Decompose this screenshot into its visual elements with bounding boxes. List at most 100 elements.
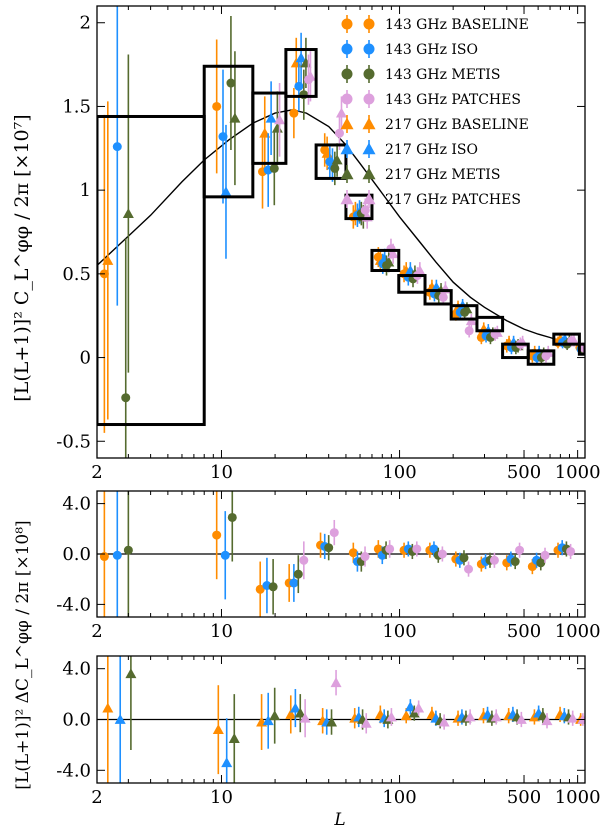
- data-point: [363, 43, 375, 55]
- data-point: [122, 208, 134, 218]
- legend-label: 217 GHz BASELINE: [385, 117, 529, 133]
- data-point: [340, 142, 354, 155]
- x-tick-label: 500: [507, 621, 541, 642]
- data-point: [221, 757, 233, 768]
- plot-frame: [96, 5, 586, 459]
- data-point: [226, 78, 236, 88]
- data-point: [461, 303, 473, 314]
- bandpower-box: [251, 91, 288, 165]
- data-point: [540, 550, 550, 560]
- data-point: [114, 714, 126, 724]
- y-tick-label: 4.0: [62, 659, 91, 680]
- data-point: [285, 708, 297, 719]
- data-point: [274, 114, 286, 125]
- y-tick-label: 0: [80, 348, 91, 369]
- data-point: [212, 101, 222, 111]
- data-point: [334, 128, 344, 138]
- legend-entry: 143 GHz ISO: [341, 40, 478, 58]
- data-point: [268, 582, 278, 592]
- legend-entry: 143 GHz BASELINE: [341, 15, 529, 33]
- bandpower-box: [475, 315, 505, 333]
- data-point: [383, 256, 395, 267]
- bandpower-box: [577, 342, 585, 356]
- data-point: [330, 677, 342, 688]
- data-point: [438, 292, 448, 302]
- y-axis-label-spectrum: [L(L+1)]² C_L^φφ / 2π [×10⁷]: [11, 114, 33, 401]
- data-point: [228, 733, 240, 743]
- data-point: [212, 724, 224, 735]
- legend-label: 217 GHz METIS: [385, 167, 500, 183]
- x-tick-label: 1000: [555, 462, 600, 483]
- y-tick-label: 1: [80, 180, 91, 201]
- data-point: [125, 668, 137, 679]
- data-point: [341, 93, 353, 105]
- legend-label: 217 GHz PATCHES: [385, 192, 521, 208]
- legend-entry: 143 GHz METIS: [341, 65, 500, 83]
- bandpower-box: [370, 248, 401, 273]
- model-curve: [97, 109, 585, 347]
- data-point: [414, 265, 426, 275]
- y-axis-label-diff-text: [L(L+1)]² ΔC_L^φφ / 2π [×10⁸]: [13, 520, 33, 789]
- data-point: [510, 557, 520, 567]
- y-tick-label: 4.0: [62, 494, 91, 515]
- bandpower-box: [97, 114, 206, 427]
- data-point: [437, 549, 447, 559]
- data-point: [304, 70, 316, 81]
- data-point: [112, 142, 122, 152]
- data-point: [295, 52, 307, 63]
- data-point: [299, 555, 309, 565]
- data-point: [220, 186, 232, 197]
- data-point: [269, 163, 279, 173]
- data-point: [220, 550, 230, 560]
- data-point: [490, 711, 502, 722]
- data-point: [294, 81, 304, 91]
- data-point: [413, 702, 425, 713]
- data-point: [412, 544, 422, 554]
- x-tick-label: 10: [210, 462, 233, 483]
- data-point: [363, 93, 375, 105]
- data-point: [362, 142, 376, 155]
- data-point: [360, 717, 372, 728]
- x-tick-label: 10: [210, 621, 233, 642]
- data-point: [459, 553, 469, 563]
- data-point: [269, 710, 281, 721]
- data-point: [362, 192, 376, 205]
- data-point: [536, 558, 546, 568]
- diff-217-panel: 2 10 100 500 1000 4.0 0.0 -4.0: [56, 655, 600, 808]
- data-point: [515, 545, 525, 555]
- x-tick-label: 1000: [555, 787, 600, 808]
- data-point: [299, 712, 311, 723]
- legend-label: 143 GHz ISO: [385, 42, 478, 58]
- y-axis-label-text: [L(L+1)]² C_L^φφ / 2π [×10⁷]: [11, 114, 33, 401]
- data-point: [408, 707, 420, 718]
- data-point: [360, 552, 370, 562]
- data-point: [229, 112, 241, 123]
- x-tick-label: 500: [507, 462, 541, 483]
- data-point: [255, 584, 265, 594]
- data-point: [537, 710, 549, 721]
- data-point: [541, 715, 553, 726]
- data-point: [289, 578, 299, 588]
- data-point: [329, 528, 339, 538]
- bandpower-box: [344, 193, 374, 221]
- x-tick-label: 100: [382, 621, 416, 642]
- data-point: [363, 18, 375, 30]
- legend-entry: 143 GHz PATCHES: [341, 90, 521, 108]
- legend-entry: 217 GHz PATCHES: [340, 190, 521, 208]
- y-tick-label: 0.5: [62, 264, 91, 285]
- data-point: [265, 112, 277, 123]
- legend-entry: 217 GHz METIS: [340, 165, 500, 183]
- data-point: [102, 254, 114, 265]
- data-point: [341, 68, 353, 80]
- y-tick-label: -0.5: [56, 431, 91, 452]
- x-tick-label: 10: [210, 787, 233, 808]
- x-tick-label: 100: [382, 787, 416, 808]
- data-point: [102, 702, 114, 713]
- data-point: [385, 544, 395, 554]
- data-point: [212, 530, 222, 540]
- data-point: [567, 712, 579, 723]
- data-point: [326, 716, 338, 727]
- plot-area: [97, 6, 585, 458]
- x-tick-label: 2: [91, 787, 102, 808]
- x-tick-label: 1000: [555, 621, 600, 642]
